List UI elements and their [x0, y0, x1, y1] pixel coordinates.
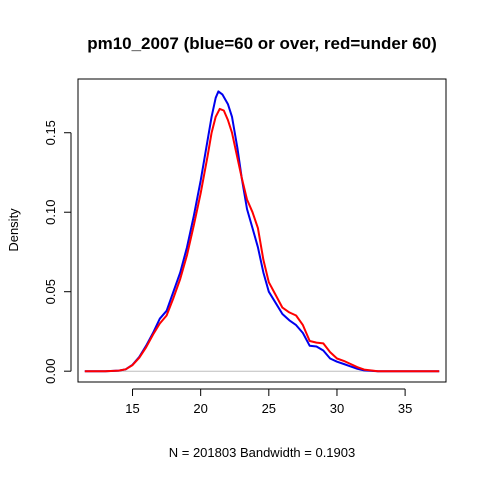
- x-tick-label: 35: [398, 401, 412, 416]
- x-tick-label: 20: [193, 401, 207, 416]
- x-axis: 15 20 25 30 35: [125, 388, 412, 416]
- plot-frame: [77, 78, 447, 383]
- y-axis-label: Density: [6, 208, 21, 252]
- y-axis: 0.00 0.05 0.10 0.15: [43, 120, 72, 384]
- density-series-line-2: [84, 107, 440, 373]
- x-tick-label: 30: [330, 401, 344, 416]
- density-series-line-1: [84, 90, 440, 373]
- y-tick-label: 0.10: [43, 200, 58, 225]
- x-tick-label: 15: [125, 401, 139, 416]
- x-axis-label: N = 201803 Bandwidth = 0.1903: [169, 445, 355, 460]
- series-layer: [84, 90, 440, 373]
- y-tick-label: 0.15: [43, 120, 58, 145]
- y-tick-label: 0.05: [43, 279, 58, 304]
- y-tick-label: 0.00: [43, 359, 58, 384]
- x-tick-label: 25: [262, 401, 276, 416]
- chart-title: pm10_2007 (blue=60 or over, red=under 60…: [87, 34, 437, 53]
